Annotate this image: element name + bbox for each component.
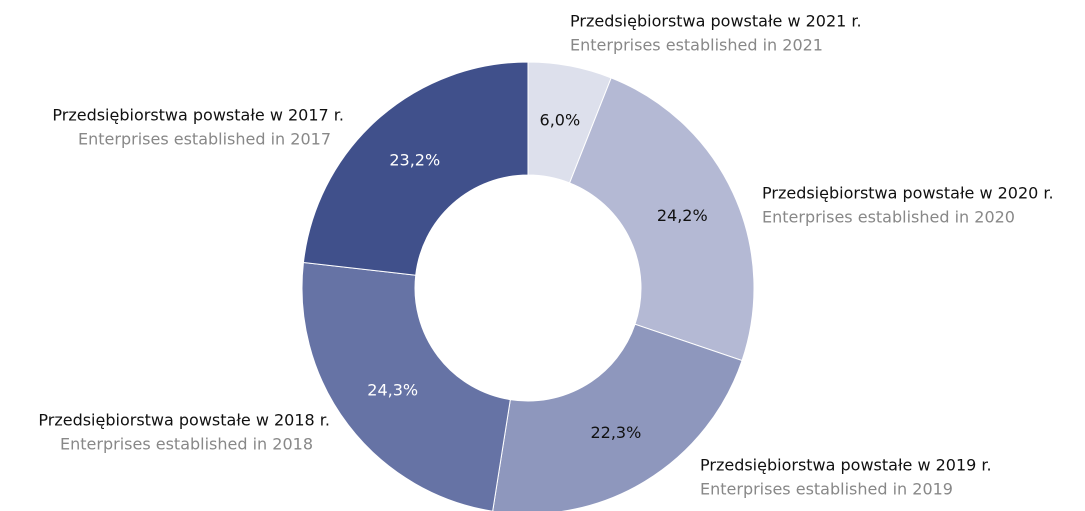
category-label-en: Enterprises established in 2018 bbox=[60, 435, 313, 454]
slice bbox=[301, 261, 511, 511]
category-label-en: Enterprises established in 2019 bbox=[700, 480, 953, 499]
value-label: 6,0% bbox=[540, 111, 581, 130]
category-label: Przedsiębiorstwa powstałe w 2020 r. bbox=[762, 184, 1054, 203]
value-label: 22,3% bbox=[590, 423, 641, 442]
slice bbox=[568, 77, 755, 362]
category-label-en: Enterprises established in 2017 bbox=[78, 130, 331, 149]
slice bbox=[492, 323, 743, 511]
category-label: Przedsiębiorstwa powstałe w 2021 r. bbox=[570, 12, 862, 31]
category-label: Przedsiębiorstwa powstałe w 2018 r. bbox=[38, 411, 330, 430]
value-label: 24,3% bbox=[367, 380, 418, 399]
category-label: Przedsiębiorstwa powstałe w 2017 r. bbox=[52, 106, 344, 125]
category-label-en: Enterprises established in 2020 bbox=[762, 208, 1015, 227]
category-label-en: Enterprises established in 2021 bbox=[570, 36, 823, 55]
category-label: Przedsiębiorstwa powstałe w 2019 r. bbox=[700, 456, 992, 475]
slice bbox=[302, 61, 529, 276]
value-label: 23,2% bbox=[389, 151, 440, 170]
value-label: 24,2% bbox=[657, 206, 708, 225]
